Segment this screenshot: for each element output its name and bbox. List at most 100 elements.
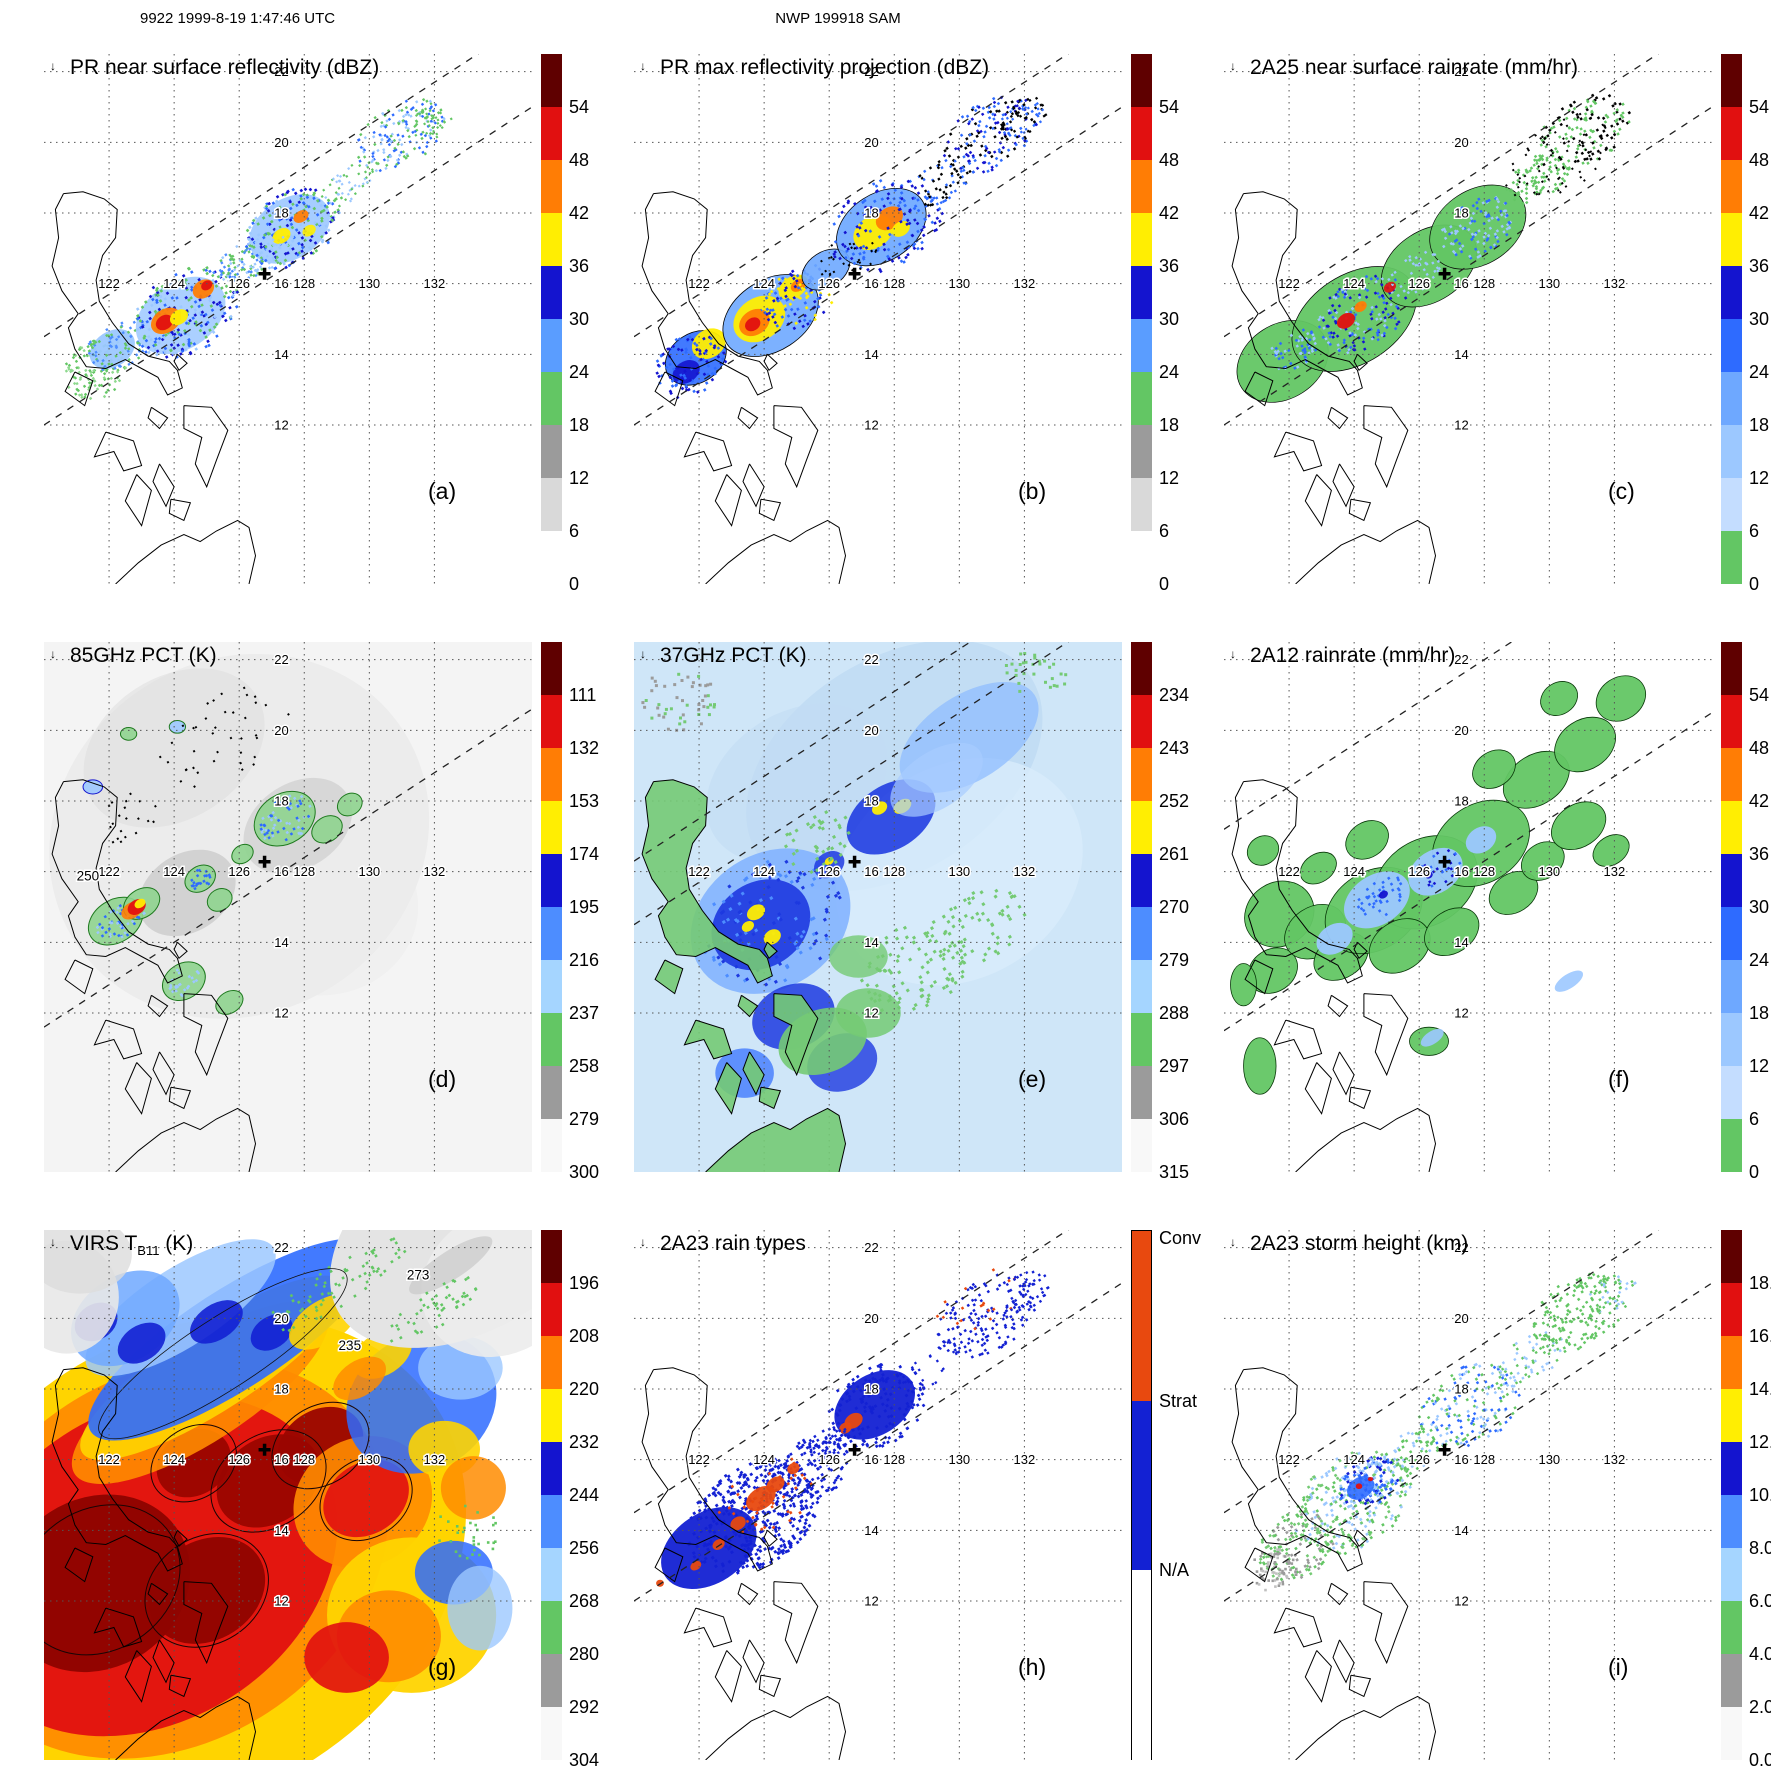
colorbar-tick: 0.0 (1749, 1750, 1771, 1771)
svg-text:14: 14 (864, 1523, 878, 1538)
colorbar-tick: 42 (1749, 203, 1769, 224)
svg-text:12: 12 (274, 1594, 288, 1609)
colorbar-tick: 288 (1159, 1003, 1189, 1024)
panel-letter-i: (i) (1608, 1654, 1628, 1681)
svg-text:124: 124 (753, 276, 775, 291)
colorbar-tick: 24 (1749, 362, 1769, 383)
colorbar-tick: 12 (569, 468, 589, 489)
colorbar-tick: 252 (1159, 791, 1189, 812)
svg-text:126: 126 (1408, 864, 1430, 879)
colorbar-tick: 36 (1749, 844, 1769, 865)
colorbar-tick: 48 (1159, 150, 1179, 171)
svg-text:130: 130 (948, 864, 970, 879)
colorbar-tick: 292 (569, 1697, 599, 1718)
colorbar-tick: 30 (1749, 309, 1769, 330)
colorbar-tick: 36 (1159, 256, 1179, 277)
svg-text:14: 14 (864, 935, 878, 950)
colorbar-tick: 232 (569, 1432, 599, 1453)
svg-text:126: 126 (818, 276, 840, 291)
svg-text:14: 14 (274, 347, 288, 362)
colorbar-tick: 18 (1749, 415, 1769, 436)
colorbar-tick: 36 (569, 256, 589, 277)
svg-text:16: 16 (864, 864, 878, 879)
svg-text:18: 18 (274, 1382, 288, 1397)
svg-text:20: 20 (274, 135, 288, 150)
colorbar-tick: 0 (569, 574, 579, 595)
colorbar-tick: 268 (569, 1591, 599, 1612)
svg-text:126: 126 (228, 276, 250, 291)
panel-letter-g: (g) (428, 1654, 456, 1681)
colorbar-tick: 261 (1159, 844, 1189, 865)
panel-title-i: 2A23 storm height (km) (1250, 1232, 1468, 1258)
colorbar-tick: 153 (569, 791, 599, 812)
svg-text:↓: ↓ (640, 1235, 646, 1249)
svg-text:14: 14 (1454, 347, 1468, 362)
colorbar-tick: 36 (1749, 256, 1769, 277)
colorbar-tick: 42 (569, 203, 589, 224)
colorbar-tick: 30 (1159, 309, 1179, 330)
colorbar-c (1721, 54, 1742, 584)
panel-title-e: 37GHz PCT (K) (660, 644, 807, 670)
svg-text:130: 130 (358, 276, 380, 291)
colorbar-tick: 54 (1159, 97, 1179, 118)
svg-text:126: 126 (228, 1452, 250, 1467)
panel-title-a: PR near surface reflectivity (dBZ) (70, 56, 379, 82)
colorbar-tick: 132 (569, 738, 599, 759)
svg-text:20: 20 (274, 1311, 288, 1326)
svg-text:↓: ↓ (50, 647, 56, 661)
svg-text:20: 20 (864, 1311, 878, 1326)
svg-text:126: 126 (818, 1452, 840, 1467)
colorbar-tick: 237 (569, 1003, 599, 1024)
svg-text:18: 18 (864, 794, 878, 809)
panel-title-b: PR max reflectivity projection (dBZ) (660, 56, 989, 82)
colorbar-tick: 208 (569, 1326, 599, 1347)
svg-text:122: 122 (98, 276, 120, 291)
panel-title-g: VIRS TB11 (K) (70, 1232, 193, 1258)
header-orbit-label: NWP 199918 SAM (594, 10, 1082, 27)
svg-text:126: 126 (228, 864, 250, 879)
svg-text:128: 128 (1473, 276, 1495, 291)
colorbar-tick: 6.0 (1749, 1591, 1771, 1612)
colorbar-tick: 243 (1159, 738, 1189, 759)
svg-text:130: 130 (1538, 864, 1560, 879)
colorbar-tick: 297 (1159, 1056, 1189, 1077)
colorbar-tick: 234 (1159, 685, 1189, 706)
svg-text:18: 18 (274, 794, 288, 809)
svg-text:132: 132 (424, 276, 446, 291)
panel-title-h: 2A23 rain types (660, 1232, 806, 1258)
panel-letter-c: (c) (1608, 478, 1635, 505)
svg-text:22: 22 (1454, 652, 1468, 667)
colorbar-h (1131, 1230, 1152, 1760)
panel-letter-d: (d) (428, 1066, 456, 1093)
colorbar-tick: 48 (1749, 738, 1769, 759)
svg-text:22: 22 (864, 1240, 878, 1255)
panel-letter-h: (h) (1018, 1654, 1046, 1681)
svg-text:↓: ↓ (50, 1235, 56, 1249)
colorbar-tick: 0 (1749, 1162, 1759, 1183)
panel-title-f: 2A12 rainrate (mm/hr) (1250, 644, 1455, 670)
colorbar-tick: 30 (569, 309, 589, 330)
colorbar-tick: 54 (569, 97, 589, 118)
svg-text:16: 16 (864, 276, 878, 291)
colorbar-tick: 174 (569, 844, 599, 865)
svg-text:122: 122 (1278, 276, 1300, 291)
colorbar-tick: 30 (1749, 897, 1769, 918)
svg-text:122: 122 (98, 864, 120, 879)
svg-text:12: 12 (864, 1594, 878, 1609)
colorbar-tick: 14.0 (1749, 1379, 1771, 1400)
colorbar-tick: 18.0 (1749, 1273, 1771, 1294)
svg-text:132: 132 (1014, 1452, 1036, 1467)
colorbar-tick: 0 (1159, 574, 1169, 595)
svg-text:132: 132 (424, 864, 446, 879)
svg-text:↓: ↓ (1230, 59, 1236, 73)
svg-text:↓: ↓ (1230, 647, 1236, 661)
colorbar-b (1131, 54, 1152, 584)
colorbar-d (541, 642, 562, 1172)
